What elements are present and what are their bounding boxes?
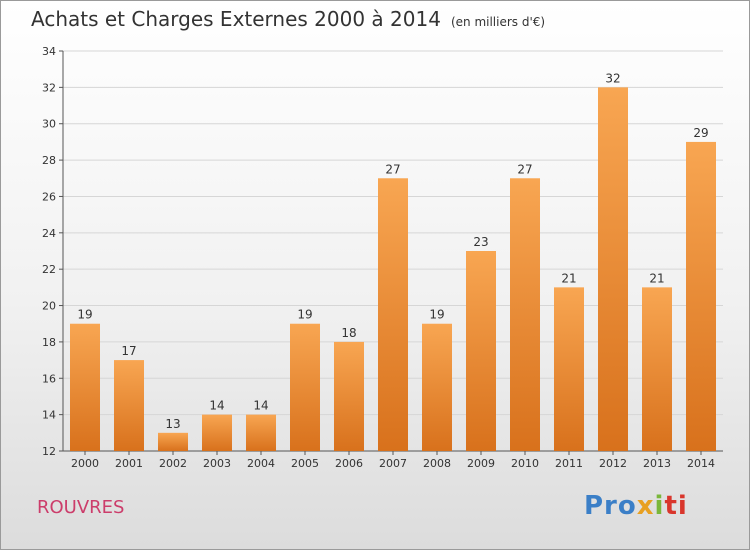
x-tick-label-2001: 2001 [115,457,143,470]
y-tick-label: 30 [42,118,56,131]
x-tick-label-2005: 2005 [291,457,319,470]
data-label-2012: 32 [605,71,620,85]
y-tick-label: 18 [42,336,56,349]
proxiti-logo: Proxiti [584,491,688,521]
x-tick-label-2011: 2011 [555,457,583,470]
y-tick-label: 32 [42,81,56,94]
x-tick-label-2009: 2009 [467,457,495,470]
x-tick-label-2010: 2010 [511,457,539,470]
bar-2012 [598,87,628,451]
x-tick-label-2014: 2014 [687,457,715,470]
chart-title-text: Achats et Charges Externes 2000 à 2014 [31,7,441,31]
data-label-2004: 14 [253,399,268,413]
x-tick-label-2002: 2002 [159,457,187,470]
x-tick-label-2013: 2013 [643,457,671,470]
x-tick-label-2012: 2012 [599,457,627,470]
data-label-2007: 27 [385,162,400,176]
data-label-2000: 19 [77,308,92,322]
commune-name: ROUVRES [37,497,125,518]
bar-2004 [246,414,276,451]
bar-2006 [334,341,364,451]
y-tick-label: 24 [42,227,56,240]
y-tick-label: 26 [42,190,56,203]
bar-2007 [378,178,408,452]
x-tick-label-2006: 2006 [335,457,363,470]
bar-2013 [642,287,672,451]
chart-unit: (en milliers d'€) [450,15,546,29]
data-label-2011: 21 [561,271,576,285]
y-tick-label: 22 [42,263,56,276]
bar-2010 [510,178,540,452]
data-label-2001: 17 [121,344,136,358]
y-tick-label: 12 [42,445,56,458]
data-label-2005: 19 [297,308,312,322]
bar-2005 [290,323,320,451]
y-tick-label: 34 [42,45,56,58]
data-label-2009: 23 [473,235,488,249]
x-tick-label-2007: 2007 [379,457,407,470]
bar-2000 [70,323,100,451]
data-label-2010: 27 [517,162,532,176]
bar-2011 [554,287,584,451]
x-tick-label-2000: 2000 [71,457,99,470]
chart-title: Achats et Charges Externes 2000 à 2014 (e… [31,7,545,31]
data-label-2013: 21 [649,271,664,285]
y-tick-label: 28 [42,154,56,167]
bar-2003 [202,414,232,451]
x-tick-label-2008: 2008 [423,457,451,470]
y-tick-label: 16 [42,372,56,385]
data-label-2006: 18 [341,326,356,340]
y-tick-label: 20 [42,300,56,313]
data-label-2014: 29 [693,126,708,140]
x-tick-label-2003: 2003 [203,457,231,470]
data-label-2008: 19 [429,308,444,322]
bar-2009 [466,251,496,451]
data-label-2003: 14 [209,399,224,413]
data-label-2002: 13 [165,417,180,431]
x-tick-label-2004: 2004 [247,457,275,470]
bar-2001 [114,360,144,451]
y-tick-label: 14 [42,409,56,422]
bar-2002 [158,432,188,451]
bar-2008 [422,323,452,451]
bar-2014 [686,141,716,451]
